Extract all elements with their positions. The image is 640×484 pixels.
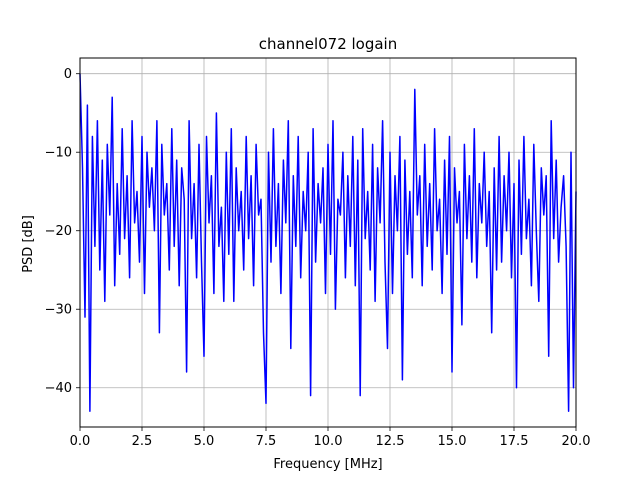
y-tick-label: −10 [45, 146, 72, 161]
x-tick-label: 20.0 [562, 434, 591, 449]
x-tick-label: 2.5 [132, 434, 153, 449]
y-tick-label: 0 [64, 67, 72, 82]
x-tick-label: 12.5 [376, 434, 405, 449]
y-tick-label: −40 [45, 381, 72, 396]
x-tick-label: 15.0 [438, 434, 467, 449]
x-tick-label: 10.0 [314, 434, 343, 449]
plot-layer [79, 73, 577, 413]
psd-series-line-0 [79, 73, 577, 413]
x-tick-label: 5.0 [194, 434, 215, 449]
x-tick-label: 17.5 [500, 434, 529, 449]
y-tick-label: −20 [45, 224, 72, 239]
y-axis-label: PSD [dB] [21, 215, 36, 273]
x-tick-label: 0.0 [70, 434, 91, 449]
x-tick-label: 7.5 [256, 434, 277, 449]
x-axis-label: Frequency [MHz] [273, 457, 382, 472]
y-tick-label: −30 [45, 303, 72, 318]
tick-layer: 0.0 2.5 5.0 7.5 10.0 12.5 15.0 17.5 20.0 0 −10 −20 −… [45, 67, 591, 449]
chart-title: channel072 logain [259, 35, 398, 53]
